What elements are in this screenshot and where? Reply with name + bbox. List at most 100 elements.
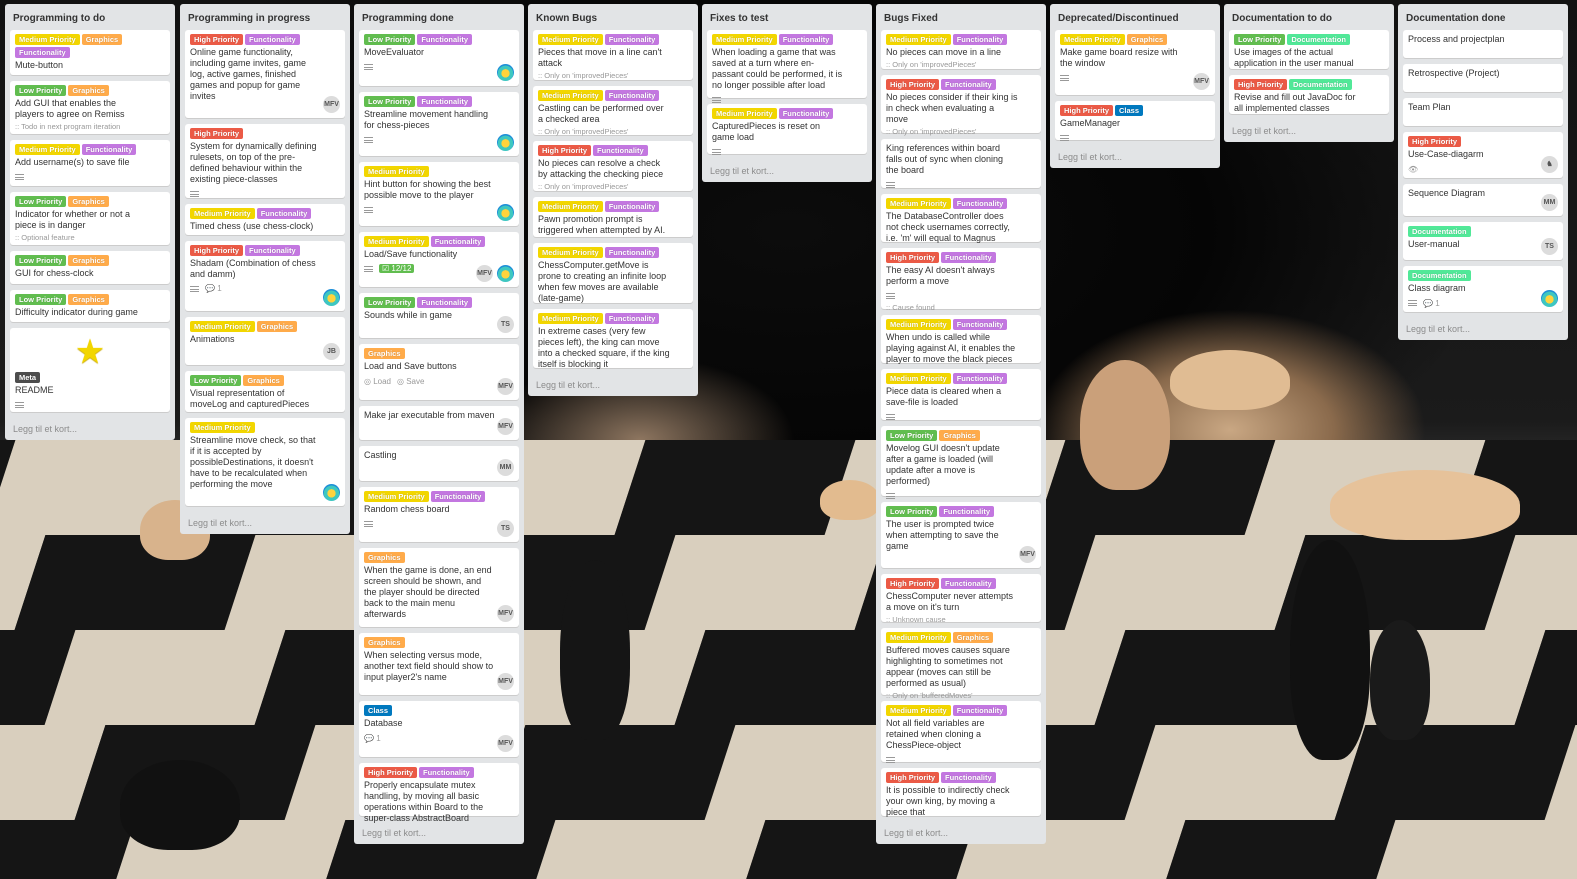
card[interactable]: Medium Priority Hint button for showing t… [359,161,519,226]
card[interactable]: High Priority Functionality ChessComputer … [881,573,1041,624]
list-title[interactable]: Programming done [362,13,454,24]
member-avatar[interactable] [497,265,514,283]
card[interactable]: High Priority Functionality It is possible… [881,767,1041,817]
add-card-link[interactable]: Legg til et kort... [362,828,427,839]
card[interactable]: High Priority Functionality Shadam (Combin… [185,240,345,312]
add-card-link[interactable]: Legg til et kort... [13,424,78,435]
member-avatar[interactable] [497,203,514,221]
member-initials[interactable]: MFV [323,95,340,113]
card[interactable]: Class Database 💬 1 MFV [359,701,519,757]
card[interactable]: Medium Priority Functionality When undo is… [881,314,1041,364]
card[interactable]: Medium Priority Functionality The Database… [881,194,1041,243]
add-card-link[interactable]: Legg til et kort... [884,827,949,838]
member-initials[interactable]: MFV [497,418,514,436]
card[interactable]: High Priority Functionality No pieces can … [533,141,693,191]
card[interactable]: High Priority Class GameManager [1055,100,1215,141]
card[interactable]: Medium Priority Graphics Buffered moves ca… [881,627,1041,700]
card[interactable]: Medium Priority Graphics Animations JB [185,317,345,366]
add-card-link[interactable]: Legg til et kort... [1058,152,1123,162]
member-initials[interactable]: MM [1541,193,1558,211]
member-initials[interactable]: TS [497,316,514,334]
member-initials[interactable]: MFV [1193,72,1210,90]
card[interactable]: Low Priority Graphics Add GUI that enables… [10,80,170,135]
card[interactable]: High Priority Functionality Online game fu… [185,30,345,118]
add-card-link[interactable]: Legg til et kort... [188,518,253,528]
card[interactable]: King references within board falls out o… [881,138,1041,189]
card[interactable]: Medium Priority Functionality Pawn promoti… [533,197,693,238]
member-avatar[interactable] [497,63,514,81]
card[interactable]: Low Priority Documentation Use images of t… [1229,30,1389,69]
member-avatar[interactable] [323,289,340,307]
add-card-link[interactable]: Legg til et kort... [536,379,601,390]
card[interactable]: Medium Priority Functionality Not all fiel… [881,701,1041,764]
member-initials[interactable]: TS [1541,238,1558,256]
member-initials[interactable]: TS [497,520,514,538]
list-title[interactable]: Deprecated/Discontinued [1058,13,1179,24]
card[interactable]: Graphics When the game is done, an end sc… [359,548,519,628]
list-title[interactable]: Fixes to test [710,13,769,24]
list-title[interactable]: Programming in progress [188,13,311,24]
card[interactable]: Low Priority Graphics Movelog GUI doesn't … [881,426,1041,500]
member-initials[interactable]: MFV [497,734,514,752]
card[interactable]: Low Priority Graphics GUI for chess-clock [10,251,170,284]
card[interactable]: Graphics When selecting versus mode, anot… [359,633,519,696]
card[interactable]: Medium Priority Functionality Add username… [10,140,170,186]
card[interactable]: Medium Priority Functionality When loading… [707,30,867,103]
member-initials[interactable]: MFV [476,265,493,283]
card[interactable]: Low Priority Functionality Sounds while in… [359,293,519,339]
card[interactable]: Low Priority Graphics Difficulty indicator… [10,289,170,322]
card[interactable]: High Priority System for dynamically defi… [185,123,345,198]
list-title[interactable]: Documentation done [1406,13,1506,24]
member-initials[interactable]: JB [323,343,340,361]
card[interactable]: Low Priority Functionality The user is pro… [881,502,1041,568]
member-initials[interactable]: ♞ [1541,155,1558,173]
member-avatar[interactable] [1541,290,1558,308]
card[interactable]: Team Plan [1403,98,1563,126]
card[interactable]: Medium Priority Functionality CapturedPiec… [707,104,867,156]
card[interactable]: Low Priority Functionality MoveEvaluator [359,30,519,86]
card[interactable]: Medium Priority Functionality Pieces that … [533,30,693,80]
member-initials[interactable]: MM [497,458,514,476]
card[interactable]: Retrospective (Project) [1403,64,1563,92]
card[interactable]: Make jar executable from maven MFV [359,405,519,441]
card[interactable]: Castling MM [359,446,519,481]
card[interactable]: Graphics Load and Save buttons ◎ Load ◎ Sav… [359,344,519,400]
list-title[interactable]: Programming to do [13,13,106,24]
member-initials[interactable]: MFV [497,673,514,691]
member-avatar[interactable] [323,484,340,501]
member-initials[interactable]: MFV [497,605,514,623]
card[interactable]: High Priority Functionality No pieces cons… [881,74,1041,136]
card[interactable]: Medium Priority Functionality Load/Save fu… [359,231,519,288]
add-card-link[interactable]: Legg til et kort... [1406,324,1471,335]
card[interactable]: Documentation Class diagram 💬 1 [1403,266,1563,313]
card[interactable]: Medium Priority Graphics Functionality Mute… [10,30,170,75]
card[interactable]: Medium Priority Functionality Piece data i… [881,369,1041,421]
card[interactable]: Sequence Diagram MM [1403,183,1563,216]
card[interactable]: Process and projectplan [1403,30,1563,58]
card[interactable]: Medium Priority Functionality No pieces ca… [881,30,1041,69]
member-initials[interactable]: MFV [1019,545,1036,563]
add-card-link[interactable]: Legg til et kort... [710,166,775,176]
card[interactable]: Medium Priority Functionality Castling can… [533,85,693,136]
member-avatar[interactable] [497,133,514,151]
card[interactable]: Medium Priority Functionality Timed chess … [185,203,345,235]
card[interactable]: High Priority Functionality The easy AI do… [881,248,1041,312]
card[interactable]: Medium Priority Streamline move check, so… [185,418,345,506]
card[interactable]: High Priority Functionality Properly encap… [359,762,519,823]
card[interactable]: Documentation User-manual TS [1403,221,1563,261]
list-title[interactable]: Known Bugs [536,13,598,24]
card[interactable]: Medium Priority Functionality In extreme c… [533,308,693,369]
add-card-link[interactable]: Legg til et kort... [1232,126,1297,136]
card[interactable]: Medium Priority Functionality Random chess… [359,486,519,543]
card[interactable]: Low Priority Functionality Streamline move… [359,91,519,156]
card[interactable]: Low Priority Graphics Visual representatio… [185,371,345,413]
card[interactable]: Medium Priority Functionality ChessCompute… [533,243,693,303]
card[interactable]: High Priority Use-Case-diagarm 👁 ♞ [1403,132,1563,178]
card[interactable]: High Priority Documentation Revise and fil… [1229,75,1389,114]
member-initials[interactable]: MFV [497,377,514,395]
list-title[interactable]: Bugs Fixed [884,13,938,24]
card[interactable]: ★ Meta README [10,327,170,413]
list-title[interactable]: Documentation to do [1232,13,1332,24]
card[interactable]: Medium Priority Graphics Make game board r… [1055,30,1215,95]
card[interactable]: Low Priority Graphics Indicator for whethe… [10,191,170,246]
